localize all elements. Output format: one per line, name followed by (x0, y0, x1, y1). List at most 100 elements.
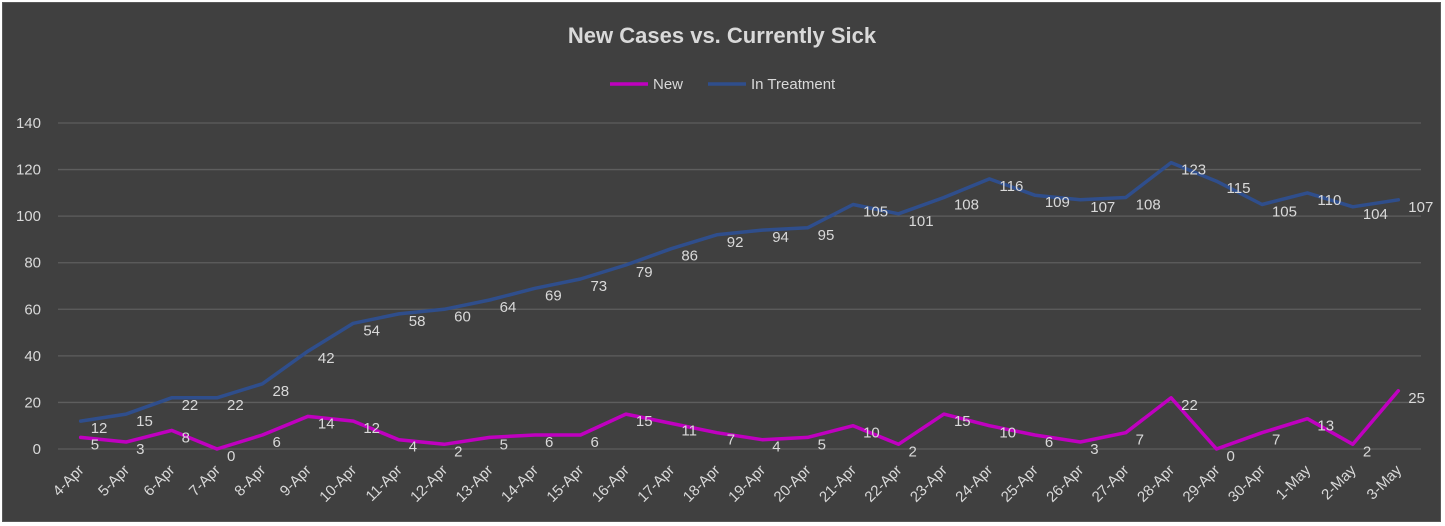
x-tick-label: 27-Apr (1089, 462, 1133, 506)
x-tick-label: 15-Apr (543, 462, 587, 506)
data-label: 15 (636, 413, 653, 430)
x-tick-label: 2-May (1318, 461, 1360, 503)
y-tick-label: 0 (33, 441, 41, 458)
y-tick-label: 140 (16, 115, 41, 132)
data-label: 3 (136, 441, 144, 458)
data-label: 105 (863, 204, 888, 221)
data-label: 10 (863, 425, 880, 442)
x-tick-label: 13-Apr (453, 462, 497, 506)
data-label: 54 (363, 322, 380, 339)
legend-item: In Treatment (708, 76, 836, 93)
x-tick-label: 30-Apr (1225, 462, 1269, 506)
data-label: 7 (1136, 432, 1144, 449)
data-label: 2 (909, 443, 917, 460)
y-tick-label: 40 (24, 348, 41, 365)
x-tick-label: 8-Apr (231, 462, 269, 500)
data-label: 22 (1181, 397, 1198, 414)
x-tick-label: 21-Apr (816, 462, 860, 506)
data-label: 92 (727, 234, 744, 251)
legend-item: New (610, 76, 683, 93)
data-label: 15 (954, 413, 971, 430)
data-label: 110 (1317, 192, 1341, 209)
x-tick-label: 6-Apr (140, 462, 178, 500)
data-label: 22 (182, 397, 199, 414)
y-tick-label: 100 (16, 208, 41, 225)
x-tick-label: 12-Apr (407, 462, 451, 506)
data-label: 11 (681, 422, 697, 439)
x-tick-label: 29-Apr (1180, 462, 1224, 506)
y-tick-label: 60 (24, 301, 41, 318)
y-tick-label: 20 (24, 394, 41, 411)
x-tick-label: 22-Apr (861, 462, 905, 506)
data-label: 25 (1408, 390, 1425, 407)
legend-label: New (653, 76, 683, 93)
data-label: 12 (363, 420, 380, 437)
data-label: 115 (1227, 180, 1251, 197)
data-label: 14 (318, 415, 335, 432)
data-label: 95 (818, 227, 835, 244)
x-tick-label: 14-Apr (498, 462, 542, 506)
data-label: 58 (409, 313, 426, 330)
x-tick-label: 23-Apr (907, 462, 951, 506)
series-line (78, 160, 1401, 423)
data-label: 73 (590, 278, 607, 295)
data-label: 60 (454, 308, 471, 325)
data-label: 0 (227, 448, 235, 465)
data-label: 86 (681, 248, 698, 265)
data-label: 109 (1045, 194, 1070, 211)
data-label: 3 (1090, 441, 1098, 458)
data-label: 123 (1181, 162, 1206, 179)
x-tick-label: 16-Apr (589, 462, 633, 506)
x-tick-label: 4-Apr (50, 462, 88, 500)
x-tick-label: 11-Apr (363, 462, 406, 505)
x-tick-label: 17-Apr (634, 462, 678, 506)
data-label: 42 (318, 350, 335, 367)
data-label: 64 (500, 299, 517, 316)
data-label: 5 (818, 436, 826, 453)
data-label: 69 (545, 287, 562, 304)
x-tick-label: 26-Apr (1043, 462, 1087, 506)
data-label: 7 (727, 432, 735, 449)
data-label: 0 (1227, 448, 1235, 465)
gridlines (58, 122, 1421, 450)
data-label: 4 (409, 439, 417, 456)
data-label: 107 (1090, 199, 1115, 216)
x-tick-label: 10-Apr (316, 462, 360, 506)
data-label: 22 (227, 397, 244, 414)
data-label: 101 (909, 213, 934, 230)
y-axis-ticks: 0 20 40 60 80 100 120 140 (16, 115, 41, 458)
data-label: 5 (91, 436, 99, 453)
line-chart: New Cases vs. Currently Sick New In Treat… (16, 23, 1434, 506)
legend: New In Treatment (610, 76, 836, 93)
x-tick-label: 1-May (1273, 461, 1315, 503)
x-tick-label: 24-Apr (952, 462, 996, 506)
legend-label: In Treatment (751, 76, 836, 93)
data-label: 15 (136, 413, 153, 430)
data-label: 6 (1045, 434, 1053, 451)
series-line (78, 389, 1401, 451)
x-tick-label: 9-Apr (277, 462, 315, 500)
x-tick-label: 3-May (1364, 461, 1406, 503)
x-tick-label: 19-Apr (725, 462, 769, 506)
data-label: 6 (590, 434, 598, 451)
x-tick-label: 25-Apr (998, 462, 1042, 506)
data-label: 6 (545, 434, 553, 451)
data-label: 10 (999, 425, 1016, 442)
series-lines (78, 160, 1401, 451)
data-label: 2 (454, 443, 462, 460)
data-label: 12 (91, 420, 108, 437)
data-label: 79 (636, 264, 653, 281)
x-axis-ticks: 4-Apr 5-Apr 6-Apr 7-Apr 8-Apr 9-Apr 10-Apr 11-A… (50, 461, 1406, 505)
x-tick-label: 28-Apr (1134, 462, 1178, 506)
data-label: 94 (772, 229, 789, 246)
x-tick-label: 20-Apr (771, 462, 815, 506)
x-tick-label: 7-Apr (186, 462, 224, 500)
data-label: 107 (1408, 199, 1433, 216)
data-label: 4 (772, 439, 780, 456)
data-label: 108 (954, 197, 979, 214)
data-label: 2 (1363, 443, 1371, 460)
data-label: 13 (1317, 418, 1334, 435)
data-label: 108 (1136, 197, 1161, 214)
